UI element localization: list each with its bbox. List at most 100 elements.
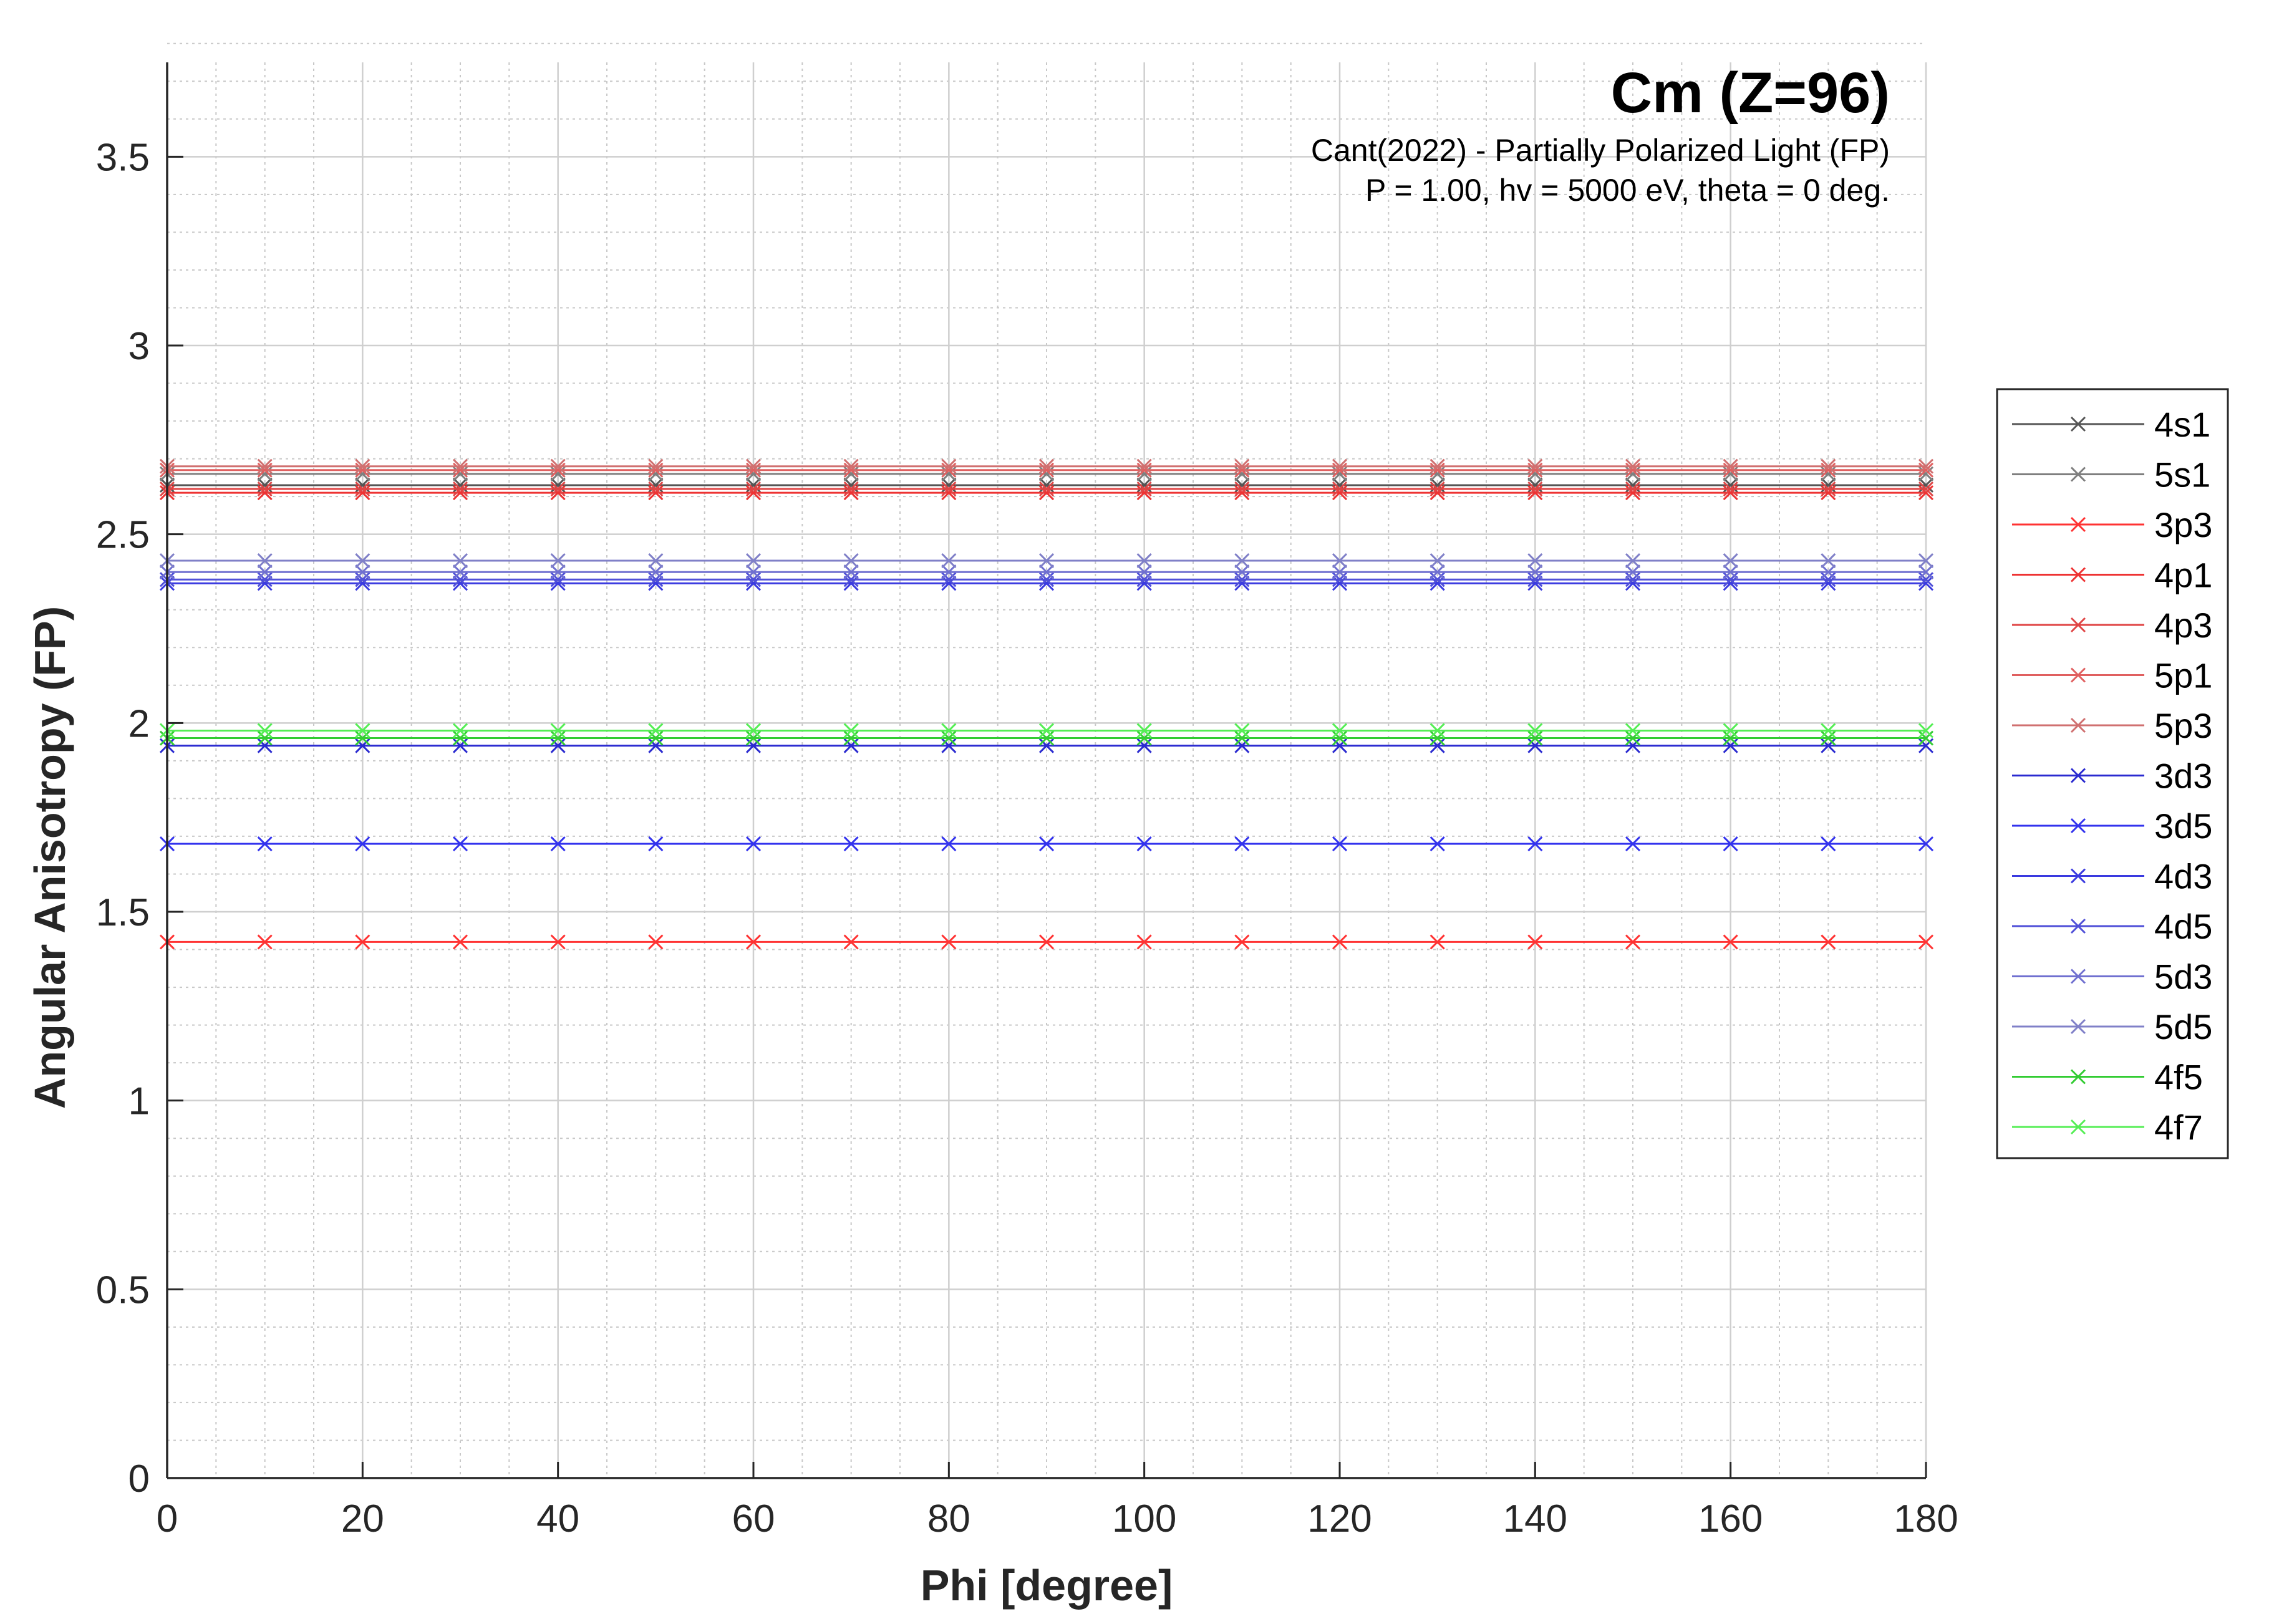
legend-swatch-marker [2070, 717, 2086, 733]
legend-label: 5d5 [2154, 1007, 2212, 1046]
data-point-5p3 [648, 458, 664, 474]
data-point-3d3 [843, 738, 859, 753]
data-point-5d5 [1625, 553, 1641, 569]
legend-label: 4p1 [2154, 556, 2212, 595]
legend-label: 5p3 [2154, 706, 2212, 745]
legend-item-4p3: 4p3 [2012, 606, 2212, 645]
y-tick-label: 1 [128, 1080, 150, 1123]
data-point-4p3 [843, 481, 859, 497]
data-point-4d5 [1038, 572, 1055, 587]
data-point-4f7 [1234, 723, 1250, 738]
data-point-4d5 [550, 572, 566, 587]
data-point-4p3 [1332, 481, 1348, 497]
data-point-4f5 [1821, 730, 1836, 746]
legend-label: 3d5 [2154, 806, 2212, 846]
data-point-4f5 [1723, 730, 1738, 746]
data-point-5d5 [843, 553, 859, 569]
x-tick-label: 60 [732, 1497, 775, 1540]
legend-label: 4f7 [2154, 1108, 2203, 1147]
data-point-4f5 [550, 730, 566, 746]
legend-label: 4d3 [2154, 857, 2212, 896]
y-tick-labels: 0 0.5 1 1.5 2 2.5 3 3.5 [96, 136, 150, 1501]
data-point-3p3 [1918, 934, 1934, 950]
data-point-5d5 [550, 553, 566, 569]
data-point-5p3 [1038, 458, 1055, 474]
data-point-4p3 [1038, 481, 1055, 497]
data-point-5p3 [1918, 458, 1934, 474]
data-point-4f5 [1234, 730, 1250, 746]
series-4p1 [159, 485, 1934, 501]
data-point-5d3 [550, 564, 566, 580]
legend-item-3d5: 3d5 [2012, 806, 2212, 846]
legend-label: 4d5 [2154, 907, 2212, 946]
data-point-4p3 [1234, 481, 1250, 497]
legend-swatch-marker [2070, 1069, 2086, 1085]
data-point-5d3 [648, 564, 664, 580]
y-tick-label: 0 [128, 1457, 150, 1501]
data-point-5d3 [1038, 564, 1055, 580]
data-point-3d5 [941, 836, 957, 852]
data-point-5d3 [941, 564, 957, 580]
data-point-3d5 [843, 836, 859, 852]
data-point-4f5 [1918, 730, 1934, 746]
data-point-3p3 [355, 934, 370, 950]
legend-swatch-marker [2070, 868, 2086, 884]
legend-label: 4f5 [2154, 1058, 2203, 1097]
data-point-4d5 [1332, 572, 1348, 587]
legend-swatch-marker [2070, 667, 2086, 683]
data-point-3d5 [355, 836, 370, 852]
legend-item-4d5: 4d5 [2012, 907, 2212, 946]
data-point-5d3 [1527, 564, 1543, 580]
data-point-5d5 [1918, 553, 1934, 569]
data-point-5p3 [257, 458, 273, 474]
data-point-4p3 [1625, 481, 1641, 497]
legend-item-4d3: 4d3 [2012, 857, 2212, 896]
data-point-4p3 [257, 481, 273, 497]
y-tick-label: 2 [128, 702, 150, 745]
data-point-4p3 [1527, 481, 1543, 497]
data-point-5p3 [941, 458, 957, 474]
series-5d5 [159, 553, 1934, 569]
x-tick-label: 120 [1307, 1497, 1372, 1540]
series-3d3 [159, 738, 1934, 753]
legend-label: 4s1 [2154, 405, 2210, 444]
data-point-3d3 [1821, 738, 1836, 753]
data-point-4f7 [745, 723, 762, 738]
series-5d3 [159, 564, 1934, 580]
legend-swatch-marker [2070, 818, 2086, 834]
y-axis-title: Angular Anisotropy (FP) [26, 606, 74, 1109]
data-point-3d5 [1136, 836, 1152, 852]
data-point-4f7 [355, 723, 370, 738]
data-point-5d5 [1136, 553, 1152, 569]
legend-label: 4p3 [2154, 606, 2212, 645]
data-point-5p3 [1430, 458, 1445, 474]
data-point-4d5 [843, 572, 859, 587]
series-5p3 [159, 458, 1934, 474]
y-tick-label: 3.5 [96, 136, 150, 179]
data-point-3p3 [1527, 934, 1543, 950]
data-point-5p3 [1625, 458, 1641, 474]
y-tick-label: 1.5 [96, 891, 150, 934]
data-point-4d5 [1918, 572, 1934, 587]
data-point-4f7 [1723, 723, 1738, 738]
data-point-5d3 [1918, 564, 1934, 580]
legend-label: 5d3 [2154, 957, 2212, 997]
data-point-4f7 [1038, 723, 1055, 738]
data-point-4d5 [1234, 572, 1250, 587]
data-point-5d3 [1821, 564, 1836, 580]
data-point-4d5 [1136, 572, 1152, 587]
data-point-4p3 [1723, 481, 1738, 497]
data-point-3d5 [1723, 836, 1738, 852]
data-point-5p3 [843, 458, 859, 474]
data-point-3d5 [1038, 836, 1055, 852]
data-point-3d3 [941, 738, 957, 753]
data-point-4f7 [648, 723, 664, 738]
legend-item-5d3: 5d3 [2012, 957, 2212, 997]
data-point-3d3 [1038, 738, 1055, 753]
y-tick-label: 0.5 [96, 1269, 150, 1312]
legend-label: 3p3 [2154, 505, 2212, 544]
legend-swatch-marker [2070, 1018, 2086, 1035]
data-point-4d5 [1821, 572, 1836, 587]
data-point-5p3 [1136, 458, 1152, 474]
data-point-4f5 [1625, 730, 1641, 746]
